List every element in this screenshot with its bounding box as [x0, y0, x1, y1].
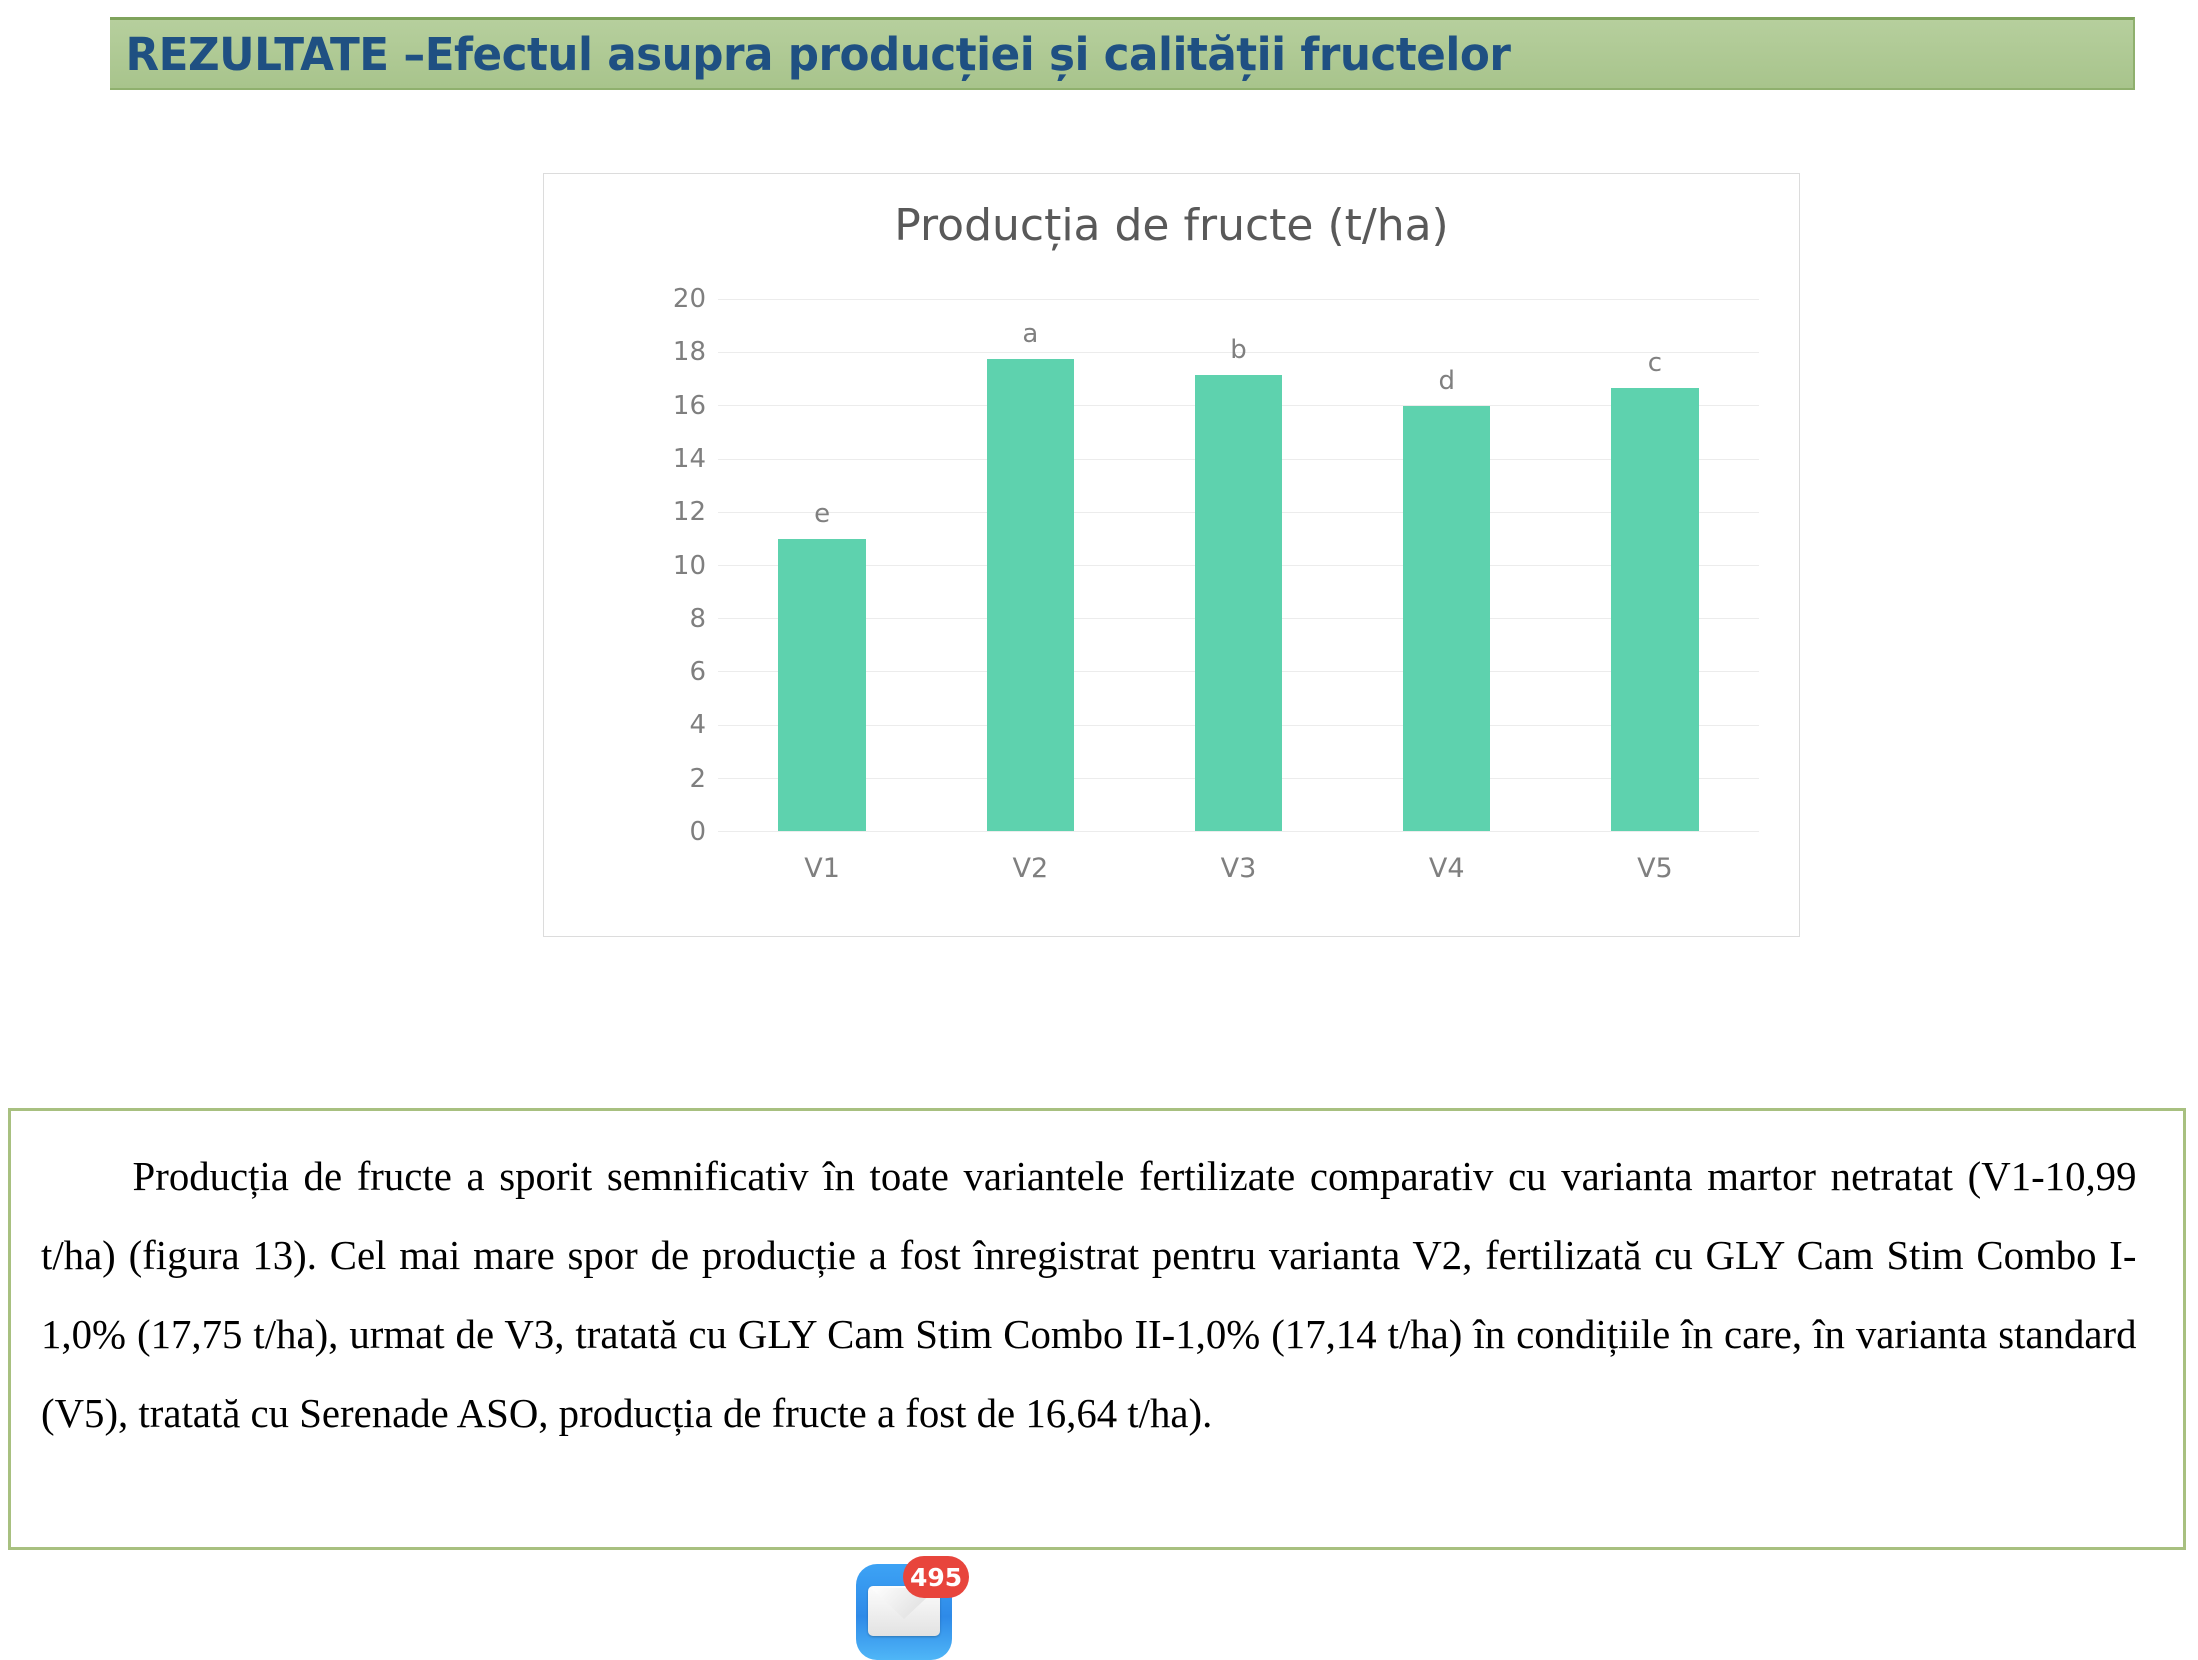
- bar: e: [778, 499, 866, 831]
- y-axis-tick-label: 4: [689, 710, 706, 741]
- y-axis-tick-label: 6: [689, 657, 706, 688]
- bar-significance-label: a: [1022, 318, 1039, 349]
- bar-significance-label: c: [1647, 348, 1663, 379]
- y-axis-tick-label: 0: [689, 817, 706, 847]
- body-paragraph: Producția de fructe a sporit semnificati…: [41, 1153, 2137, 1436]
- y-axis-tick-label: 8: [689, 603, 706, 634]
- mail-unread-badge: 495: [903, 1556, 970, 1598]
- y-axis-tick-label: 20: [672, 284, 706, 314]
- bar: c: [1611, 348, 1699, 831]
- mail-dock-item[interactable]: 495: [856, 1556, 970, 1660]
- bar-significance-label: b: [1230, 335, 1247, 366]
- body-text-box: Producția de fructe a sporit semnificati…: [8, 1108, 2186, 1550]
- y-axis-tick-label: 18: [672, 337, 706, 368]
- bar-slot: a: [926, 299, 1134, 831]
- chart-bars: e a b d c: [718, 299, 1759, 831]
- slide-title-banner: REZULTATE –Efectul asupra producției și …: [110, 17, 2135, 90]
- x-axis-tick-label: V2: [1012, 853, 1049, 884]
- chart-x-axis: V1 V2 V3 V4 V5: [718, 831, 1759, 884]
- x-axis-tick-label: V5: [1637, 853, 1673, 884]
- bar-significance-label: d: [1438, 365, 1455, 396]
- bar-significance-label: e: [814, 498, 831, 529]
- chart-panel: Producția de fructe (t/ha) 20 18 16 14 12 10 8…: [543, 173, 1800, 937]
- bar-slot: e: [718, 299, 926, 831]
- bar-slot: c: [1551, 299, 1759, 831]
- gridline: 20: [673, 284, 1759, 314]
- x-axis-tick-label: V4: [1428, 853, 1465, 884]
- y-axis-tick-label: 2: [689, 763, 706, 794]
- bar: b: [1194, 335, 1283, 831]
- chart-title: Producția de fructe (t/ha): [894, 200, 1449, 251]
- bar-slot: d: [1343, 299, 1551, 831]
- bar: a: [986, 319, 1075, 831]
- y-axis-tick-label: 10: [672, 550, 706, 581]
- y-axis-tick-label: 16: [672, 390, 706, 421]
- y-axis-tick-label: 12: [672, 497, 706, 528]
- x-axis-tick-label: V1: [804, 853, 840, 884]
- bar-slot: b: [1134, 299, 1342, 831]
- x-axis-tick-label: V3: [1220, 853, 1257, 884]
- y-axis-tick-label: 14: [672, 443, 706, 474]
- bar: d: [1402, 366, 1491, 831]
- page-title: REZULTATE –Efectul asupra producției și …: [125, 27, 1511, 81]
- gridline: 0: [689, 817, 1759, 847]
- gridline: 18: [673, 337, 1759, 367]
